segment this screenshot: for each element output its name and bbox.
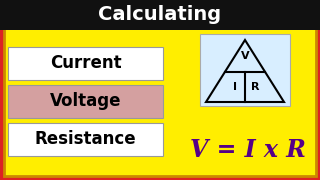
Text: I: I	[233, 82, 237, 92]
FancyBboxPatch shape	[8, 123, 163, 156]
Text: V: V	[241, 51, 249, 61]
Text: Voltage: Voltage	[50, 92, 121, 110]
Text: Resistance: Resistance	[35, 130, 136, 148]
FancyBboxPatch shape	[200, 34, 290, 106]
Text: R: R	[251, 82, 260, 92]
FancyBboxPatch shape	[0, 0, 320, 30]
Text: Calculating: Calculating	[99, 6, 221, 24]
FancyBboxPatch shape	[8, 84, 163, 118]
Text: V = I x R: V = I x R	[190, 138, 306, 162]
FancyBboxPatch shape	[8, 46, 163, 80]
Text: Current: Current	[50, 54, 121, 72]
